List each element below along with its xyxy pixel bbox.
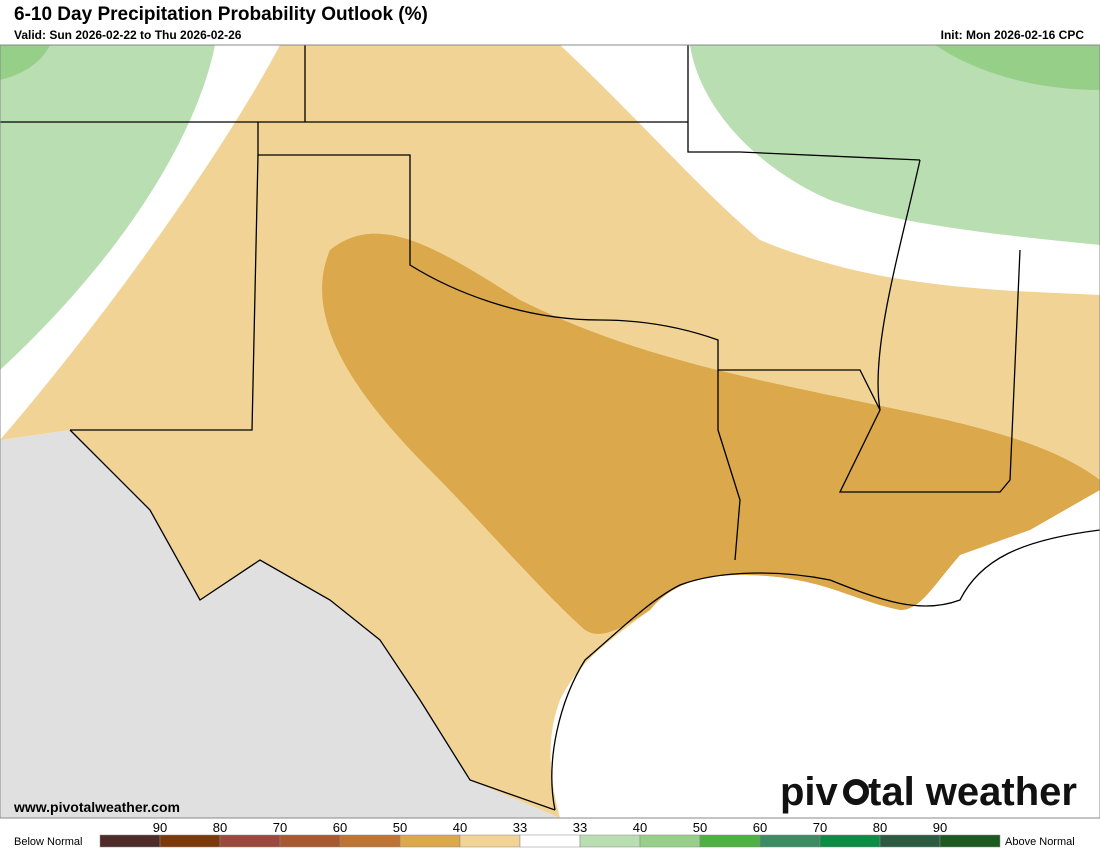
legend-below-label: Below Normal — [14, 836, 82, 848]
legend-tick-label: 80 — [873, 820, 887, 835]
map-frame — [0, 44, 1100, 819]
legend-swatch — [339, 834, 401, 848]
legend-swatch — [519, 834, 581, 848]
legend-swatch — [759, 834, 821, 848]
outlook-33-40-above-east — [690, 45, 1100, 245]
outlook-33-40-above-west — [0, 45, 215, 370]
legend-tick-label: 90 — [933, 820, 947, 835]
brand-logo: piv tal weather — [780, 770, 1077, 814]
valid-range: Valid: Sun 2026-02-22 to Thu 2026-02-26 — [14, 28, 242, 42]
legend-tick-label: 40 — [633, 820, 647, 835]
legend-swatch — [819, 834, 881, 848]
legend-swatch — [939, 834, 1001, 848]
legend-above-label: Above Normal — [1005, 836, 1075, 848]
outlook-40-50-above-east — [935, 45, 1100, 90]
legend-tick-label: 40 — [453, 820, 467, 835]
legend-tick-label: 50 — [693, 820, 707, 835]
legend-swatch — [639, 834, 701, 848]
legend-tick-label: 60 — [753, 820, 767, 835]
legend: 90 80 70 60 50 40 33 33 40 50 60 70 80 90 — [99, 820, 1001, 848]
legend-tick-label: 50 — [393, 820, 407, 835]
legend-swatch — [279, 834, 341, 848]
legend-swatch — [99, 834, 161, 848]
outlook-40-50-below — [322, 233, 1100, 634]
legend-swatch — [879, 834, 941, 848]
legend-swatch — [159, 834, 221, 848]
legend-tick-label: 80 — [213, 820, 227, 835]
legend-tick-label: 33 — [513, 820, 527, 835]
map — [0, 44, 1100, 819]
brand-left: piv — [780, 770, 839, 814]
legend-swatch — [699, 834, 761, 848]
legend-swatch — [579, 834, 641, 848]
state-borders — [0, 45, 1100, 811]
legend-tick-label: 70 — [273, 820, 287, 835]
legend-tick-label: 33 — [573, 820, 587, 835]
legend-tick-label: 60 — [333, 820, 347, 835]
legend-swatch — [459, 834, 521, 848]
legend-swatch — [399, 834, 461, 848]
website: www.pivotalweather.com — [13, 799, 180, 815]
legend-tick-label: 90 — [153, 820, 167, 835]
outlook-40-50-above-west — [0, 45, 50, 80]
mexico — [0, 430, 560, 818]
legend-tick-label: 70 — [813, 820, 827, 835]
title: 6-10 Day Precipitation Probability Outlo… — [14, 4, 428, 25]
brand-right: tal weather — [868, 770, 1077, 814]
init-date: Init: Mon 2026-02-16 CPC — [941, 28, 1085, 42]
legend-swatch — [219, 834, 281, 848]
brand-gear — [843, 779, 869, 805]
